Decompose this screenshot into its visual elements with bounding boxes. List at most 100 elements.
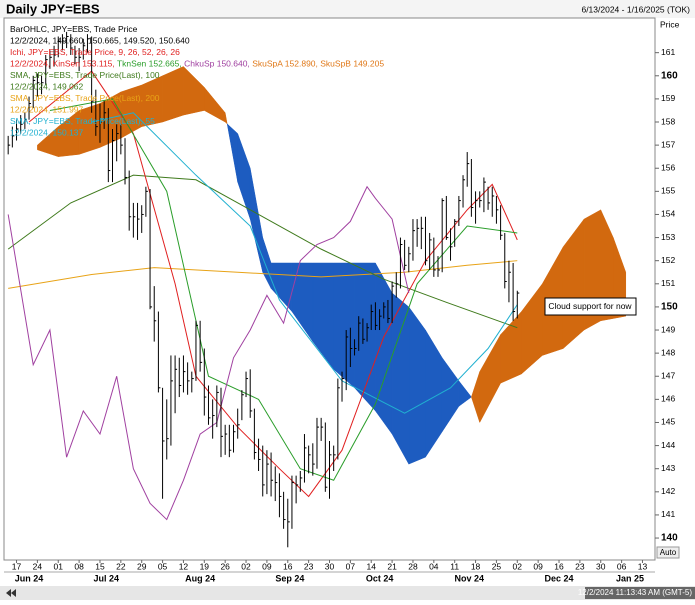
month-label: Dec 24 xyxy=(545,573,574,583)
y-tick-label: 154 xyxy=(661,209,675,219)
legend-entry: SMA, JPY=EBS, Trade Price(Last), 200 xyxy=(10,93,160,103)
legend-text: 12/2/2024, 149.660, 150.665, 149.520, 15… xyxy=(10,36,190,46)
y-tick-label: 156 xyxy=(661,162,675,172)
x-tick-label: 24 xyxy=(33,561,43,571)
y-tick-label: 147 xyxy=(661,371,675,381)
y-tick-label: 148 xyxy=(661,347,675,357)
y-tick-label: 158 xyxy=(661,116,675,126)
cloud-segment xyxy=(375,262,393,435)
scroll-left-icon[interactable] xyxy=(6,589,16,597)
legend-text: 12/2/2024, 149.062 xyxy=(10,82,84,92)
x-tick-label: 29 xyxy=(137,561,147,571)
x-tick-label: 28 xyxy=(408,561,418,571)
x-tick-label: 15 xyxy=(95,561,105,571)
cloud-segment xyxy=(391,292,410,466)
x-tick-label: 07 xyxy=(346,561,356,571)
legend-text: Ichi, JPY=EBS, Trade Price, 9, 26, 52, 2… xyxy=(10,47,180,57)
month-label: Sep 24 xyxy=(275,573,304,583)
cloud-segment xyxy=(224,112,228,125)
x-tick-label: 02 xyxy=(241,561,251,571)
x-tick-label: 18 xyxy=(471,561,481,571)
auto-button[interactable] xyxy=(656,546,680,559)
cloud-segment xyxy=(333,262,355,389)
y-axis-label: Price xyxy=(660,19,680,29)
y-tick-label: 155 xyxy=(661,186,675,196)
x-tick-label: 21 xyxy=(387,561,397,571)
legend-text: SkuSpA 152.890, xyxy=(252,59,318,69)
x-tick-label: 16 xyxy=(283,561,293,571)
y-tick-label: 161 xyxy=(661,47,675,57)
legend-text: 12/2/2024, KinSen 153.115, xyxy=(10,59,115,69)
x-tick-label: 30 xyxy=(596,561,606,571)
y-tick-label: 160 xyxy=(661,70,678,81)
legend-entry: SMA, JPY=EBS, Trade Price(Last), 55 xyxy=(10,116,155,126)
cloud-segment xyxy=(458,380,472,407)
indicator-line xyxy=(91,112,518,414)
indicator-line xyxy=(28,70,518,498)
annotation: Cloud support for now xyxy=(544,297,637,316)
x-tick-label: 05 xyxy=(158,561,168,571)
y-tick-label: 140 xyxy=(661,533,678,544)
x-tick-label: 09 xyxy=(533,561,543,571)
timestamp-box xyxy=(585,587,695,599)
y-tick-label: 145 xyxy=(661,417,675,427)
date-range: 6/13/2024 - 1/16/2025 (TOK) xyxy=(581,4,690,14)
legend-text: 12/2/2024, 151.997 xyxy=(10,105,84,115)
x-tick-label: 13 xyxy=(638,561,648,571)
y-tick-label: 152 xyxy=(661,255,675,265)
x-tick-label: 23 xyxy=(304,561,314,571)
annotation-box xyxy=(544,297,637,316)
y-tick-label: 150 xyxy=(661,302,678,313)
legend-entry: 12/2/2024, 149.660, 150.665, 149.520, 15… xyxy=(10,36,190,46)
x-tick-label: 02 xyxy=(513,561,523,571)
timestamp: 12/2/2024 11:13:43 AM (GMT-5) xyxy=(578,588,692,597)
x-tick-label: 26 xyxy=(220,561,230,571)
x-tick-label: 09 xyxy=(262,561,272,571)
cloud-segment xyxy=(162,66,184,123)
legend-entry: SMA, JPY=EBS, Trade Price(Last), 100 xyxy=(10,70,160,80)
title-bar xyxy=(0,0,695,18)
legend-text: 12/2/2024, 150.137 xyxy=(10,128,84,138)
annotation-text: Cloud support for now xyxy=(548,301,632,311)
legend-text: TknSen 152.665, xyxy=(117,59,182,69)
x-tick-label: 23 xyxy=(575,561,585,571)
x-tick-label: 11 xyxy=(450,561,459,571)
x-tick-label: 06 xyxy=(617,561,627,571)
x-tick-label: 04 xyxy=(429,561,439,571)
x-tick-label: 12 xyxy=(179,561,189,571)
y-tick-label: 144 xyxy=(661,440,675,450)
cloud-segment xyxy=(408,306,426,465)
legend-entry: 12/2/2024, 151.997 xyxy=(10,105,84,115)
y-tick-label: 157 xyxy=(661,139,675,149)
x-tick-label: 25 xyxy=(492,561,502,571)
month-label: Jun 24 xyxy=(15,573,44,583)
x-tick-label: 22 xyxy=(116,561,126,571)
month-label: Jan 25 xyxy=(616,573,644,583)
footer-bar xyxy=(0,586,695,600)
legend-entry: 12/2/2024, 150.137 xyxy=(10,128,84,138)
legend-entry: 12/2/2024, KinSen 153.115, TknSen 152.66… xyxy=(10,59,384,69)
x-tick-label: 01 xyxy=(54,561,64,571)
x-tick-label: 30 xyxy=(325,561,335,571)
chart-title: Daily JPY=EBS xyxy=(6,1,100,16)
y-tick-label: 151 xyxy=(661,278,675,288)
month-label: Nov 24 xyxy=(455,573,485,583)
x-tick-label: 08 xyxy=(74,561,84,571)
month-label: Oct 24 xyxy=(366,573,394,583)
y-tick-label: 142 xyxy=(661,486,675,496)
month-label: Aug 24 xyxy=(185,573,215,583)
legend-entry: 12/2/2024, 149.062 xyxy=(10,82,84,92)
legend-entry: BarOHLC, JPY=EBS, Trade Price xyxy=(10,24,138,34)
x-tick-label: 14 xyxy=(366,561,376,571)
legend-text: SMA, JPY=EBS, Trade Price(Last), 100 xyxy=(10,70,160,80)
auto-label[interactable]: Auto xyxy=(660,548,677,557)
indicator-line xyxy=(8,260,518,289)
legend-text: SkuSpB 149.205 xyxy=(320,59,384,69)
y-tick-label: 159 xyxy=(661,93,675,103)
indicator-line xyxy=(7,174,518,329)
legend-text: SMA, JPY=EBS, Trade Price(Last), 200 xyxy=(10,93,160,103)
x-tick-label: 16 xyxy=(554,561,564,571)
y-tick-label: 153 xyxy=(661,232,675,242)
legend-text: SMA, JPY=EBS, Trade Price(Last), 55 xyxy=(10,116,155,126)
